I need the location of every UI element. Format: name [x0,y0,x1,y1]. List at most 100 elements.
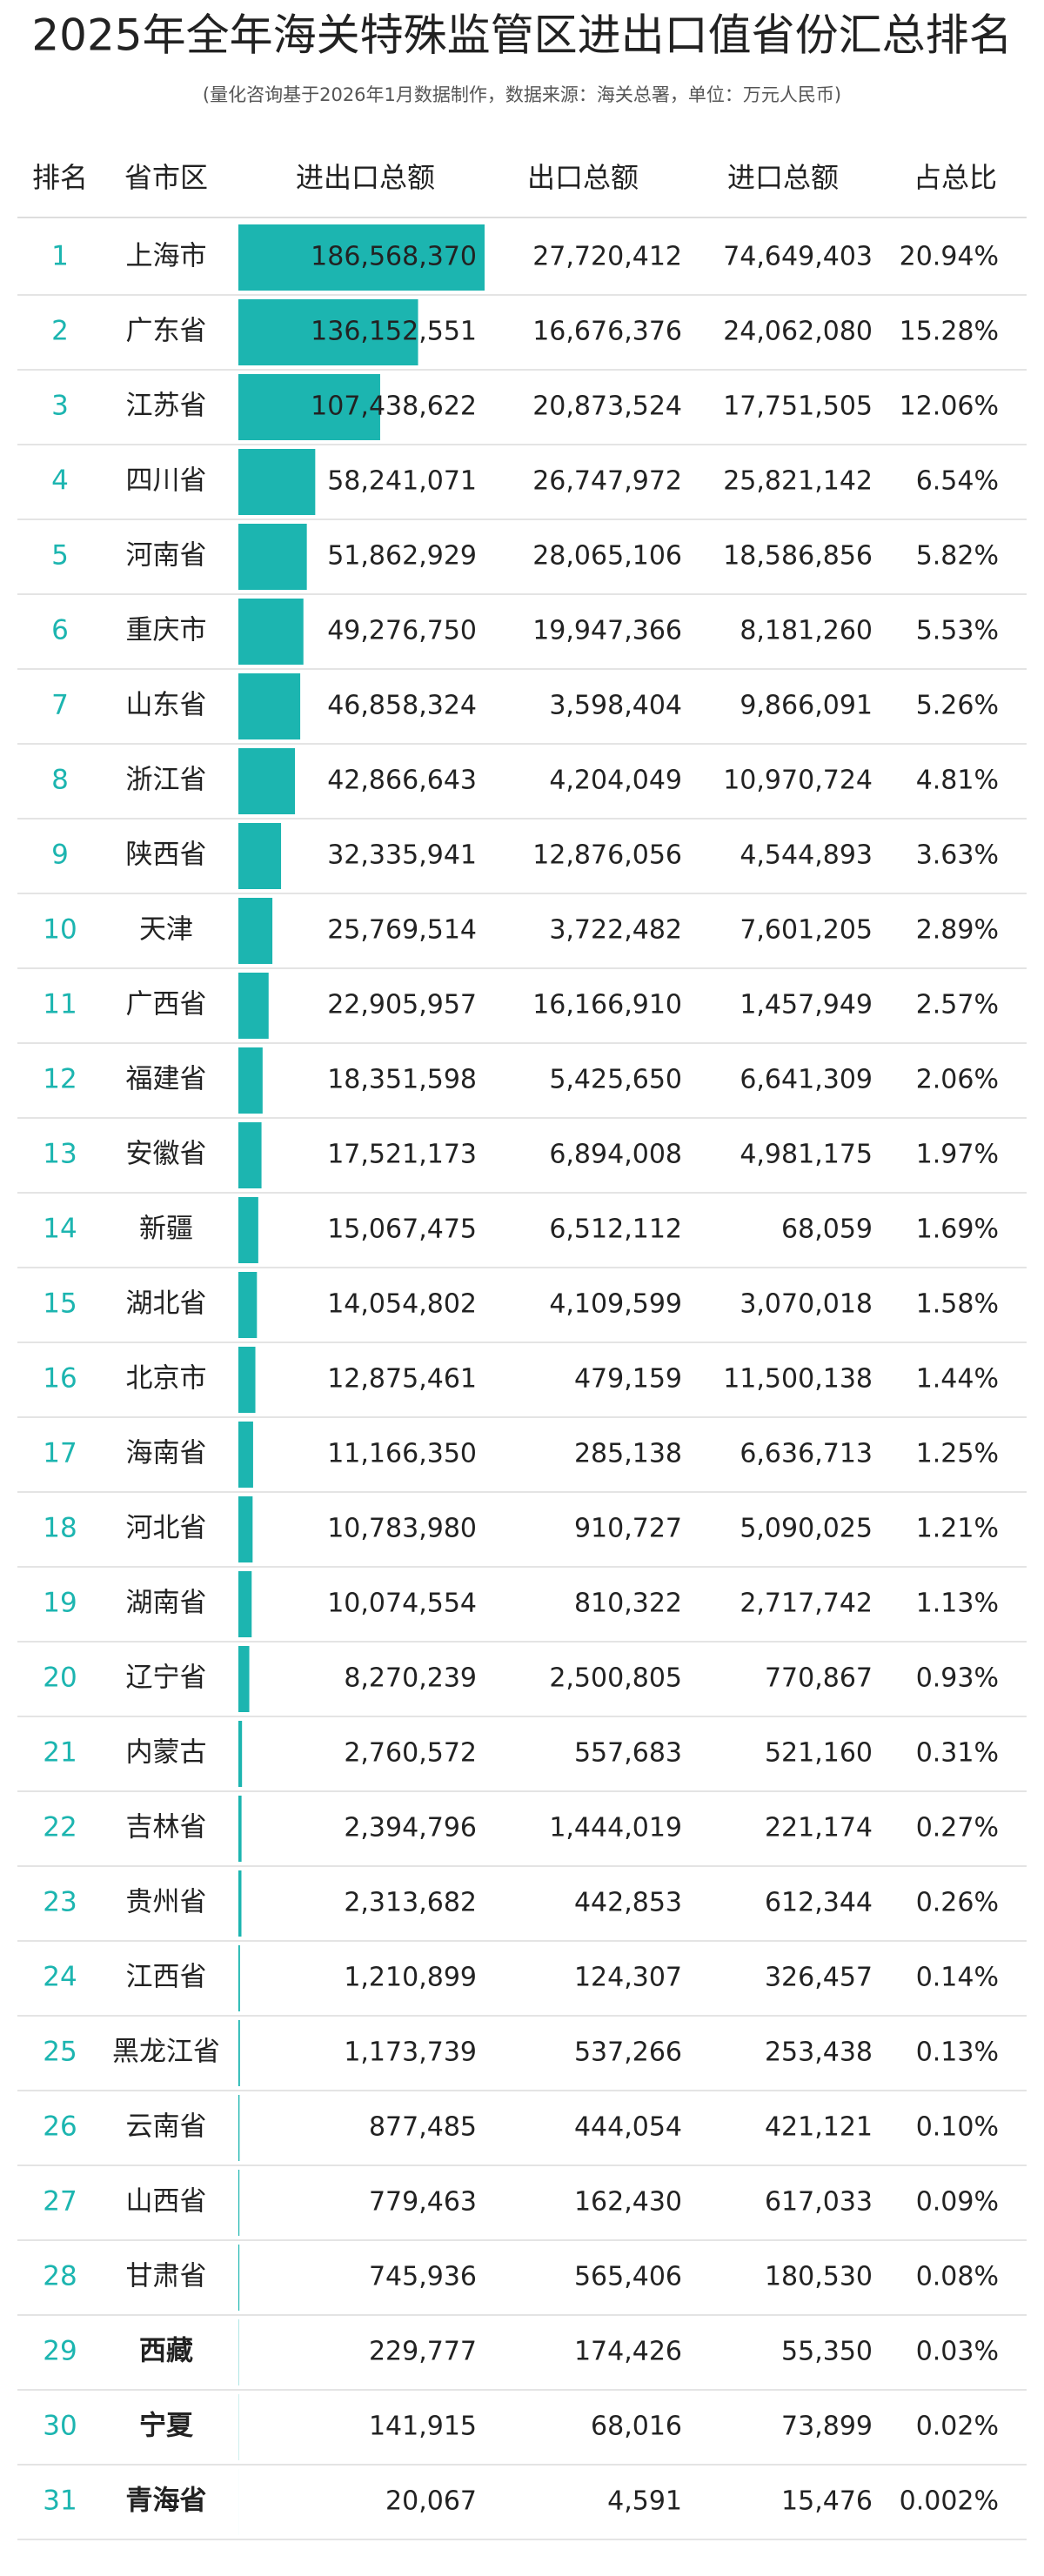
export: 174,426 [574,2337,682,2367]
import: 10,970,724 [723,766,873,796]
province: 河南省 [126,540,207,572]
rank: 27 [43,2186,77,2218]
column-header: 进口总额 [727,161,839,194]
share-bar [238,1796,242,1862]
export: 124,307 [574,1963,682,1993]
export: 20,873,524 [532,391,682,422]
province: 北京市 [126,1363,207,1395]
share: 0.14% [916,1963,999,1993]
province: 新疆 [139,1214,193,1245]
province: 四川省 [126,465,207,497]
share: 0.03% [916,2337,999,2367]
share: 0.09% [916,2187,999,2218]
share: 0.08% [916,2262,999,2292]
rank: 23 [43,1887,77,1918]
total: 10,074,554 [327,1589,477,1619]
province: 重庆市 [126,615,207,646]
share: 2.57% [916,990,999,1020]
import: 617,033 [765,2187,873,2218]
export: 565,406 [574,2262,682,2292]
rank: 30 [43,2411,77,2442]
share-bar [238,1272,258,1338]
total: 11,166,350 [327,1439,477,1469]
rank: 7 [51,690,69,721]
total: 186,568,370 [311,242,477,272]
total: 15,067,475 [327,1214,477,1245]
rank: 25 [43,2037,77,2068]
province: 甘肃省 [126,2261,207,2292]
share-bar [238,673,301,739]
share: 5.53% [916,616,999,646]
total: 46,858,324 [327,691,477,721]
share-bar [238,374,380,440]
province: 湖北省 [126,1288,207,1320]
province: 山西省 [126,2186,207,2218]
share: 20.94% [900,242,999,272]
export: 4,204,049 [549,766,682,796]
rank: 15 [43,1288,77,1320]
export: 26,747,972 [532,466,682,497]
share-bar [238,2020,240,2086]
share: 0.002% [900,2486,999,2517]
share-bar [238,2245,240,2311]
export: 162,430 [574,2187,682,2218]
rank: 10 [43,914,77,946]
share: 4.81% [916,766,999,796]
province: 吉林省 [126,1812,207,1843]
share-bar [238,748,296,814]
total: 58,241,071 [327,466,477,497]
import: 25,821,142 [723,466,873,497]
rank: 31 [43,2486,77,2517]
import: 7,601,205 [740,915,873,946]
share-bar [238,1721,243,1787]
total: 42,866,643 [327,766,477,796]
share-bar [238,299,418,365]
export: 27,720,412 [532,242,682,272]
share-bar [238,599,304,665]
export: 3,722,482 [549,915,682,946]
rank: 6 [51,615,69,646]
share: 0.93% [916,1663,999,1694]
rank: 5 [51,540,69,572]
import: 55,350 [781,2337,873,2367]
export: 2,500,805 [549,1663,682,1694]
share-bar [238,1945,240,2011]
export: 479,159 [574,1364,682,1395]
import: 612,344 [765,1888,873,1918]
share-bar [238,1571,252,1637]
total: 107,438,622 [311,391,477,422]
share-bar [238,1422,253,1488]
share: 2.06% [916,1065,999,1095]
share: 1.25% [916,1439,999,1469]
total: 136,152,551 [311,317,477,347]
province: 天津 [139,914,193,946]
share: 1.13% [916,1589,999,1619]
share-bar [238,1496,253,1562]
province: 广西省 [126,989,207,1020]
share: 0.13% [916,2037,999,2068]
rank: 13 [43,1139,77,1170]
rank: 21 [43,1737,77,1769]
export: 16,676,376 [532,317,682,347]
province: 辽宁省 [126,1663,207,1694]
rank: 20 [43,1663,77,1694]
share-bar [238,2170,240,2236]
export: 6,512,112 [549,1214,682,1245]
export: 28,065,106 [532,541,682,572]
export: 4,591 [607,2486,682,2517]
column-header: 进出口总额 [296,161,435,194]
total: 32,335,941 [327,840,477,871]
share-bar [238,1646,250,1712]
import: 18,586,856 [723,541,873,572]
total: 18,351,598 [327,1065,477,1095]
share: 5.82% [916,541,999,572]
import: 68,059 [781,1214,873,1245]
total: 17,521,173 [327,1140,477,1170]
share-bar [238,224,485,291]
share: 0.02% [916,2412,999,2442]
province: 贵州省 [126,1887,207,1918]
total: 51,862,929 [327,541,477,572]
province: 安徽省 [126,1139,207,1170]
import: 74,649,403 [723,242,873,272]
share: 0.26% [916,1888,999,1918]
